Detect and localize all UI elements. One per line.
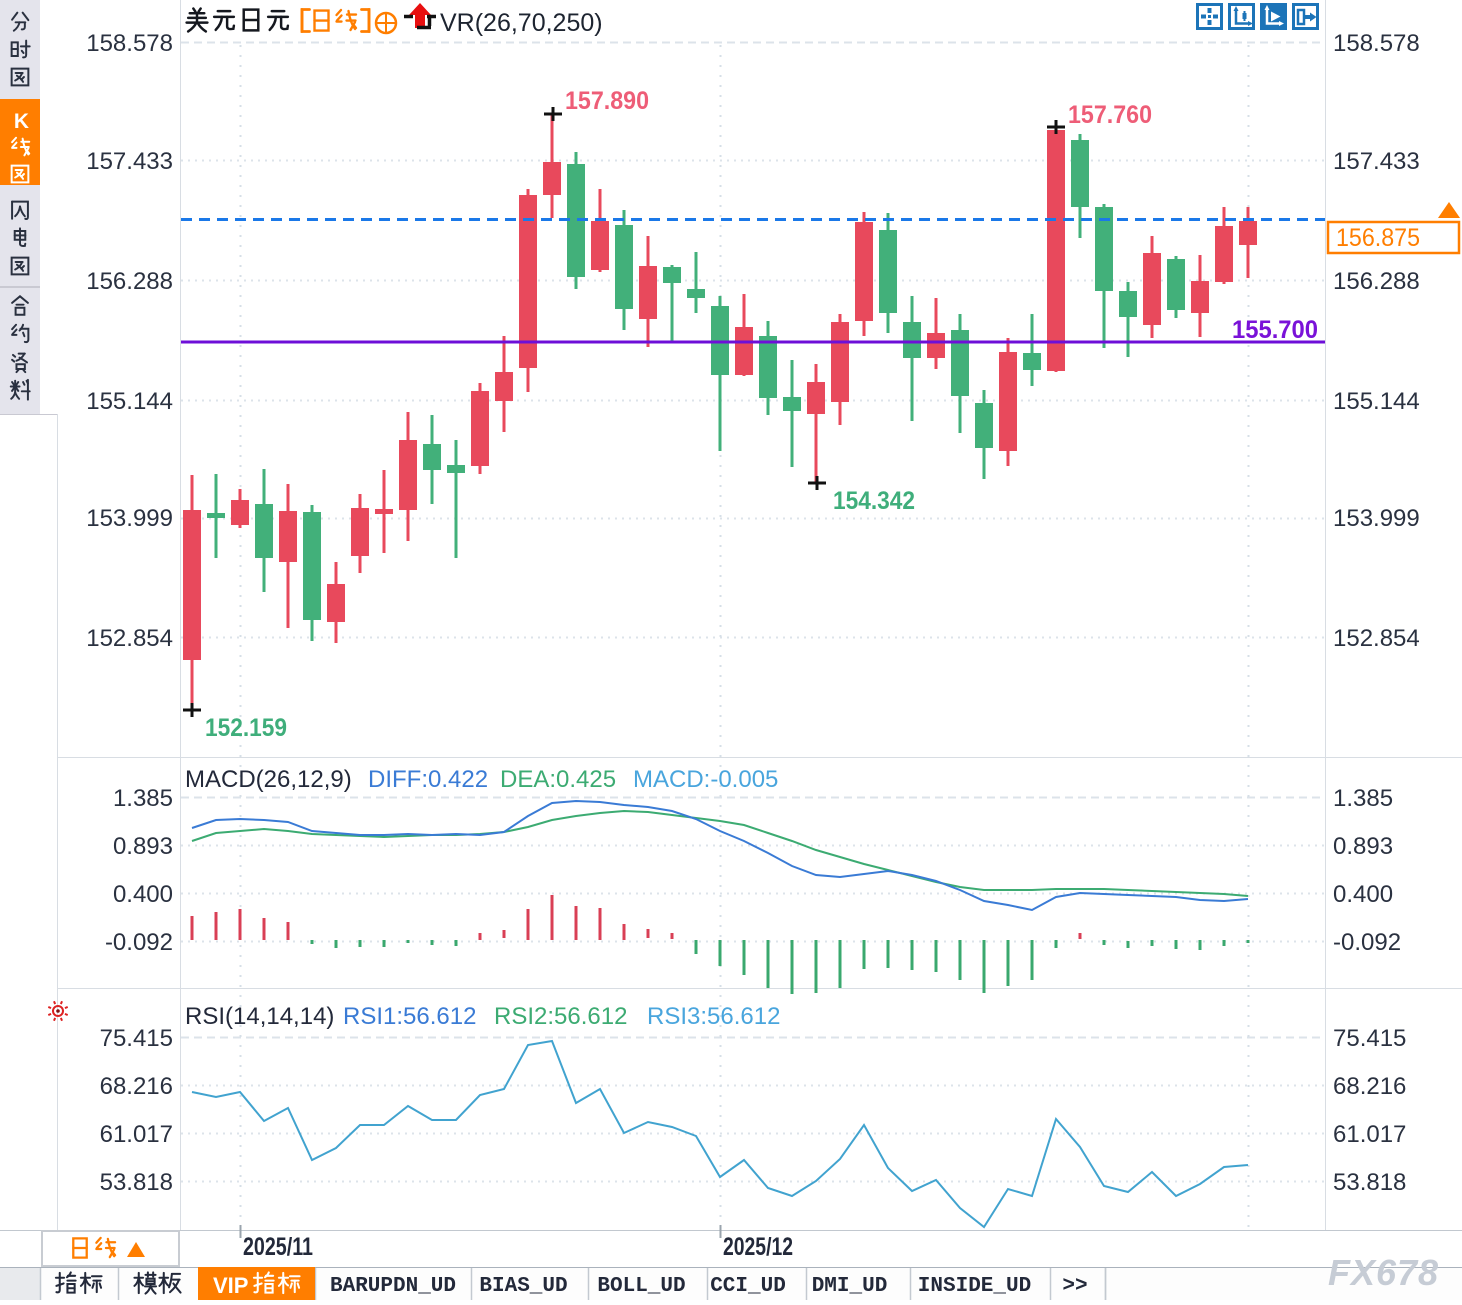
svg-text:157.890: 157.890 (565, 87, 649, 115)
svg-text:152.854: 152.854 (1333, 625, 1420, 652)
svg-text:BIAS_UD: BIAS_UD (479, 1275, 567, 1298)
svg-text:155.144: 155.144 (86, 388, 173, 415)
svg-text:152.159: 152.159 (205, 714, 287, 742)
svg-text:0.400: 0.400 (1333, 881, 1393, 908)
svg-text:RSI(14,14,14): RSI(14,14,14) (185, 1003, 334, 1030)
svg-text:158.578: 158.578 (86, 30, 173, 57)
svg-text:157.433: 157.433 (1333, 148, 1420, 175)
svg-text:156.288: 156.288 (86, 268, 173, 295)
svg-text:2025/11: 2025/11 (243, 1233, 313, 1261)
svg-text:75.415: 75.415 (100, 1025, 173, 1052)
svg-text:FX678: FX678 (1328, 1252, 1439, 1293)
svg-text:VR(26,70,250): VR(26,70,250) (440, 9, 603, 37)
svg-text:MACD:-0.005: MACD:-0.005 (633, 766, 778, 793)
svg-text:VIP: VIP (213, 1273, 248, 1298)
svg-text:BARUPDN_UD: BARUPDN_UD (330, 1275, 456, 1298)
svg-text:155.700: 155.700 (1232, 316, 1318, 344)
svg-text:61.017: 61.017 (100, 1121, 173, 1148)
svg-text:RSI3:56.612: RSI3:56.612 (647, 1003, 780, 1030)
svg-text:MACD(26,12,9): MACD(26,12,9) (185, 766, 352, 793)
svg-text:154.342: 154.342 (833, 487, 915, 515)
svg-text:INSIDE_UD: INSIDE_UD (918, 1275, 1031, 1298)
svg-text:2025/12: 2025/12 (723, 1233, 793, 1261)
svg-text:-0.092: -0.092 (105, 929, 173, 956)
svg-text:-0.092: -0.092 (1333, 929, 1401, 956)
svg-text:BOLL_UD: BOLL_UD (597, 1275, 685, 1298)
svg-text:53.818: 53.818 (1333, 1169, 1406, 1196)
svg-text:RSI1:56.612: RSI1:56.612 (343, 1003, 476, 1030)
svg-text:152.854: 152.854 (86, 625, 173, 652)
svg-text:DIFF:0.422: DIFF:0.422 (368, 766, 488, 793)
svg-text:0.893: 0.893 (113, 833, 173, 860)
svg-text:156.288: 156.288 (1333, 268, 1420, 295)
svg-text:>>: >> (1062, 1275, 1087, 1298)
svg-text:1.385: 1.385 (113, 785, 173, 812)
svg-text:68.216: 68.216 (100, 1073, 173, 1100)
svg-text:75.415: 75.415 (1333, 1025, 1406, 1052)
svg-text:156.875: 156.875 (1336, 224, 1420, 252)
svg-text:153.999: 153.999 (1333, 505, 1420, 532)
svg-text:53.818: 53.818 (100, 1169, 173, 1196)
svg-text:157.760: 157.760 (1068, 101, 1152, 129)
svg-text:0.893: 0.893 (1333, 833, 1393, 860)
svg-text:CCI_UD: CCI_UD (710, 1275, 786, 1298)
svg-text:1.385: 1.385 (1333, 785, 1393, 812)
svg-text:157.433: 157.433 (86, 148, 173, 175)
svg-text:RSI2:56.612: RSI2:56.612 (494, 1003, 627, 1030)
svg-text:68.216: 68.216 (1333, 1073, 1406, 1100)
svg-text:61.017: 61.017 (1333, 1121, 1406, 1148)
svg-text:0.400: 0.400 (113, 881, 173, 908)
svg-text:DMI_UD: DMI_UD (812, 1275, 888, 1298)
svg-text:155.144: 155.144 (1333, 388, 1420, 415)
svg-text:K: K (14, 110, 29, 133)
svg-text:158.578: 158.578 (1333, 30, 1420, 57)
svg-text:DEA:0.425: DEA:0.425 (500, 766, 616, 793)
svg-text:153.999: 153.999 (86, 505, 173, 532)
